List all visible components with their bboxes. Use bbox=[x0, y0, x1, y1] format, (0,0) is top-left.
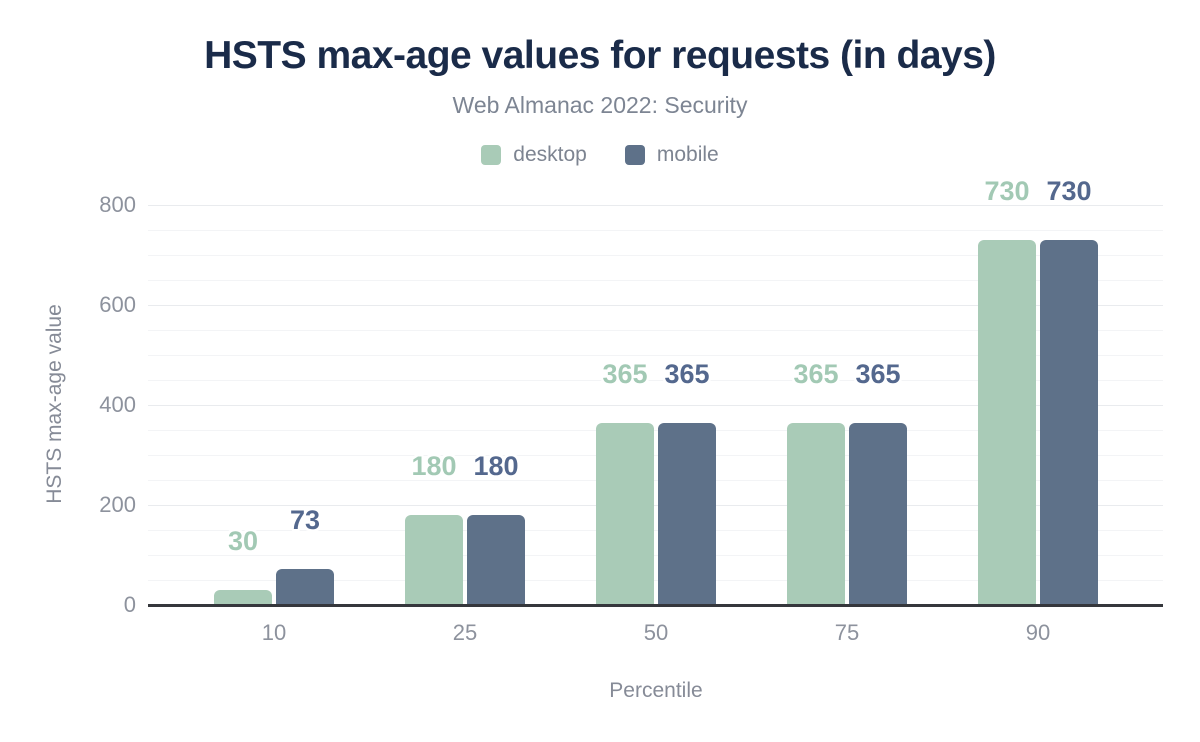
bar-desktop[interactable] bbox=[596, 423, 654, 606]
y-tick-label: 600 bbox=[99, 292, 136, 317]
chart-title: HSTS max-age values for requests (in day… bbox=[204, 34, 996, 77]
x-tick-label: 25 bbox=[452, 620, 478, 645]
x-tick-label: 75 bbox=[834, 620, 860, 645]
y-tick-label: 200 bbox=[99, 492, 136, 517]
bar-value-label-desktop: 30 bbox=[227, 526, 259, 556]
bar-value-label-desktop: 180 bbox=[411, 451, 457, 481]
bar-mobile[interactable] bbox=[849, 423, 907, 606]
bar-value-label-desktop: 730 bbox=[984, 176, 1030, 206]
bar-mobile[interactable] bbox=[276, 569, 334, 606]
y-tick-label: 800 bbox=[99, 192, 136, 217]
bar-value-label-mobile: 365 bbox=[855, 359, 901, 389]
bar-mobile[interactable] bbox=[467, 515, 525, 605]
bar-desktop[interactable] bbox=[214, 590, 272, 605]
x-axis-line bbox=[148, 604, 1163, 607]
bar-value-label-mobile: 730 bbox=[1046, 176, 1092, 206]
x-tick-label: 90 bbox=[1025, 620, 1051, 645]
bar-desktop[interactable] bbox=[405, 515, 463, 605]
mobile-swatch-icon bbox=[624, 145, 645, 165]
bar-desktop[interactable] bbox=[787, 423, 845, 606]
desktop-swatch-icon bbox=[481, 145, 502, 165]
bar-mobile[interactable] bbox=[1040, 240, 1098, 605]
legend: desktop mobile bbox=[0, 143, 1200, 167]
x-axis-title: Percentile bbox=[609, 679, 703, 702]
gridline-minor bbox=[148, 230, 1163, 231]
y-tick-label: 400 bbox=[99, 392, 136, 417]
bar-value-label-mobile: 365 bbox=[664, 359, 710, 389]
bar-desktop[interactable] bbox=[978, 240, 1036, 605]
legend-item-mobile: mobile bbox=[624, 143, 719, 167]
bar-value-label-mobile: 180 bbox=[473, 451, 519, 481]
x-tick-label: 50 bbox=[643, 620, 669, 645]
bar-value-label-desktop: 365 bbox=[793, 359, 839, 389]
legend-label-mobile: mobile bbox=[656, 143, 719, 166]
chart-subtitle: Web Almanac 2022: Security bbox=[452, 92, 748, 118]
y-axis-title: HSTS max-age value bbox=[43, 304, 66, 504]
x-tick-label: 10 bbox=[261, 620, 287, 645]
y-tick-label: 0 bbox=[123, 592, 136, 617]
bar-value-label-mobile: 73 bbox=[289, 505, 321, 535]
bar-value-label-desktop: 365 bbox=[602, 359, 648, 389]
legend-label-desktop: desktop bbox=[513, 143, 587, 166]
bar-mobile[interactable] bbox=[658, 423, 716, 606]
legend-item-desktop: desktop bbox=[481, 143, 587, 167]
